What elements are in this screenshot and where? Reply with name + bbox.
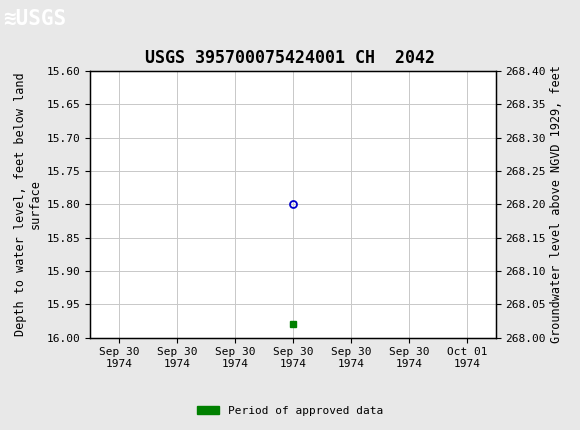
Text: ≋USGS: ≋USGS (3, 9, 66, 29)
Y-axis label: Groundwater level above NGVD 1929, feet: Groundwater level above NGVD 1929, feet (550, 65, 563, 343)
Text: USGS 395700075424001 CH  2042: USGS 395700075424001 CH 2042 (145, 49, 435, 67)
Y-axis label: Depth to water level, feet below land
surface: Depth to water level, feet below land su… (14, 72, 42, 336)
Legend: Period of approved data: Period of approved data (193, 401, 387, 420)
